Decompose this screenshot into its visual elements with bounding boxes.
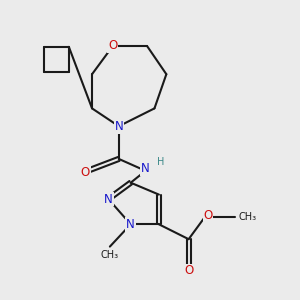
Text: H: H xyxy=(157,157,165,167)
Text: N: N xyxy=(114,120,123,133)
Text: CH₃: CH₃ xyxy=(238,212,256,222)
Text: O: O xyxy=(108,40,118,52)
Text: CH₃: CH₃ xyxy=(100,250,118,260)
Text: N: N xyxy=(141,162,150,175)
Text: O: O xyxy=(184,265,193,278)
Text: N: N xyxy=(104,193,113,206)
Text: N: N xyxy=(126,218,135,231)
Text: O: O xyxy=(203,209,213,222)
Text: O: O xyxy=(81,166,90,179)
